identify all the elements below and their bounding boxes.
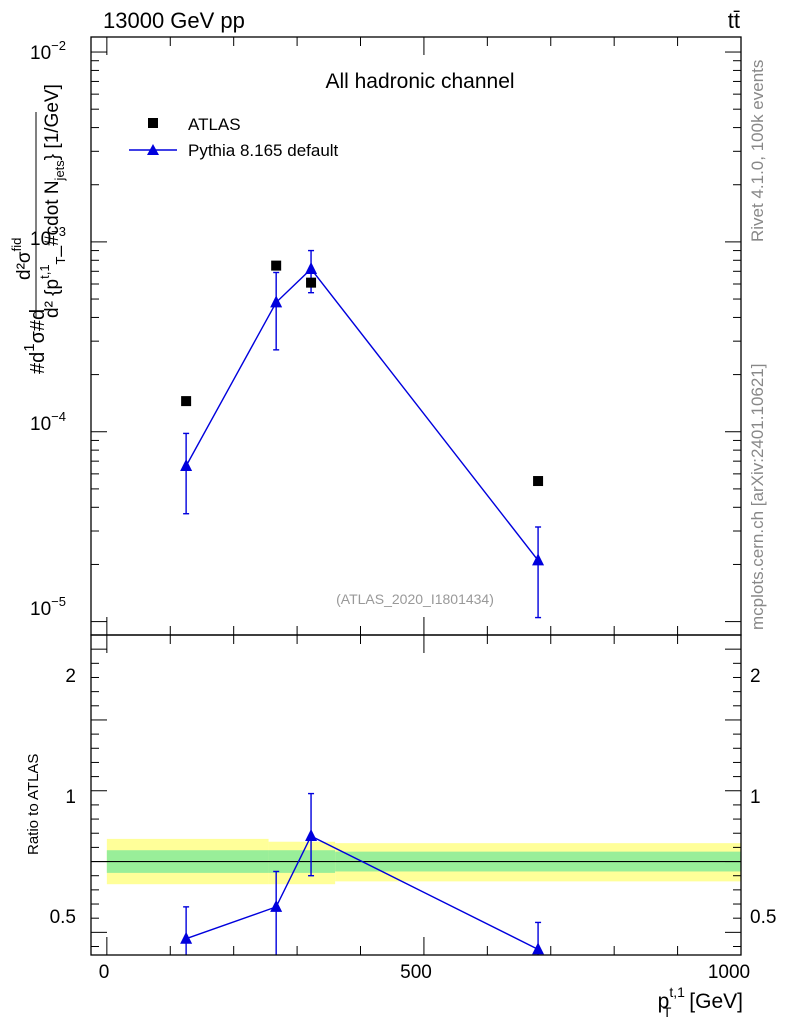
atlas-point bbox=[271, 260, 282, 271]
legend-label-atlas: ATLAS bbox=[188, 115, 241, 134]
ratio-pythia-point bbox=[532, 942, 545, 955]
process-label: tt̄ bbox=[728, 8, 740, 33]
ratio-pythia-point bbox=[180, 931, 193, 944]
rivet-version-label: Rivet 4.1.0, 100k events bbox=[748, 60, 767, 242]
ratio-frame bbox=[90, 634, 742, 956]
legend: ATLAS Pythia 8.165 default bbox=[129, 115, 339, 160]
y-tick-label-1e-3: 10−3 bbox=[30, 224, 66, 250]
svg-text:d²σfid: d²σfid bbox=[9, 238, 35, 280]
ratio-y-tick-label-0.5-right: 0.5 bbox=[750, 907, 776, 928]
x-tick-label-1000: 1000 bbox=[708, 962, 750, 983]
pythia-point bbox=[305, 261, 318, 274]
x-tick-label-0: 0 bbox=[99, 962, 110, 983]
ratio-pythia-point bbox=[270, 899, 283, 912]
y-tick-label-1e-2: 10−2 bbox=[30, 38, 66, 64]
legend-label-pythia: Pythia 8.165 default bbox=[188, 141, 339, 160]
main-y-axis-label-denominator: d² {pt,1T_#cdot Njets} [1/GeV] bbox=[37, 84, 68, 318]
main-y-axis-label-frac: d²σfid bbox=[9, 238, 35, 280]
pythia-point bbox=[180, 459, 193, 472]
x-axis-label: pt,1 T [GeV] bbox=[658, 984, 743, 1020]
ratio-y-tick-label-0.5-left: 0.5 bbox=[50, 907, 76, 928]
ratio-y-tick-label-2-left: 2 bbox=[65, 666, 76, 687]
main-panel: All hadronic channel ATLAS Pythia 8.165 … bbox=[9, 37, 742, 635]
y-tick-label-1e-4: 10−4 bbox=[30, 409, 66, 435]
ratio-axis-ticks bbox=[91, 635, 742, 955]
main-axis-ticks bbox=[91, 37, 742, 635]
x-tick-label-500: 500 bbox=[400, 962, 432, 983]
legend-marker-atlas bbox=[148, 118, 158, 128]
main-y-axis-label: #d1σ#d bbox=[21, 309, 49, 374]
ratio-pythia-point bbox=[305, 829, 318, 842]
ratio-y-tick-label-1-left: 1 bbox=[65, 787, 76, 808]
main-title: All hadronic channel bbox=[325, 70, 514, 93]
pythia-point bbox=[270, 295, 283, 308]
energy-label: 13000 GeV pp bbox=[103, 8, 245, 33]
atlas-point bbox=[181, 396, 192, 407]
ratio-y-tick-label-1-right: 1 bbox=[750, 787, 761, 808]
ratio-pythia-line bbox=[185, 835, 539, 950]
pythia-line bbox=[185, 267, 539, 561]
legend-marker-pythia bbox=[147, 144, 159, 155]
ratio-data-layer bbox=[180, 792, 545, 955]
ratio-panel: 2 1 0.5 2 1 0.5 Ratio to ATLAS 0 500 100… bbox=[25, 635, 776, 1020]
y-tick-label-1e-5: 10−5 bbox=[30, 594, 66, 620]
atlas-point bbox=[306, 277, 317, 288]
svg-text:d² {pt,1T_#cdot Njets} [1/GeV]: d² {pt,1T_#cdot Njets} [1/GeV] bbox=[37, 84, 68, 318]
ratio-y-tick-label-2-right: 2 bbox=[750, 666, 761, 687]
svg-text:#d1σ#d: #d1σ#d bbox=[21, 309, 49, 374]
atlas-point bbox=[533, 476, 544, 487]
main-data-layer bbox=[180, 249, 545, 619]
pythia-point bbox=[532, 553, 545, 566]
analysis-label: (ATLAS_2020_I1801434) bbox=[336, 591, 494, 607]
mcplots-label: mcplots.cern.ch [arXiv:2401.10621] bbox=[748, 364, 767, 630]
ratio-bands bbox=[91, 838, 741, 885]
ratio-y-axis-label: Ratio to ATLAS bbox=[25, 754, 42, 855]
